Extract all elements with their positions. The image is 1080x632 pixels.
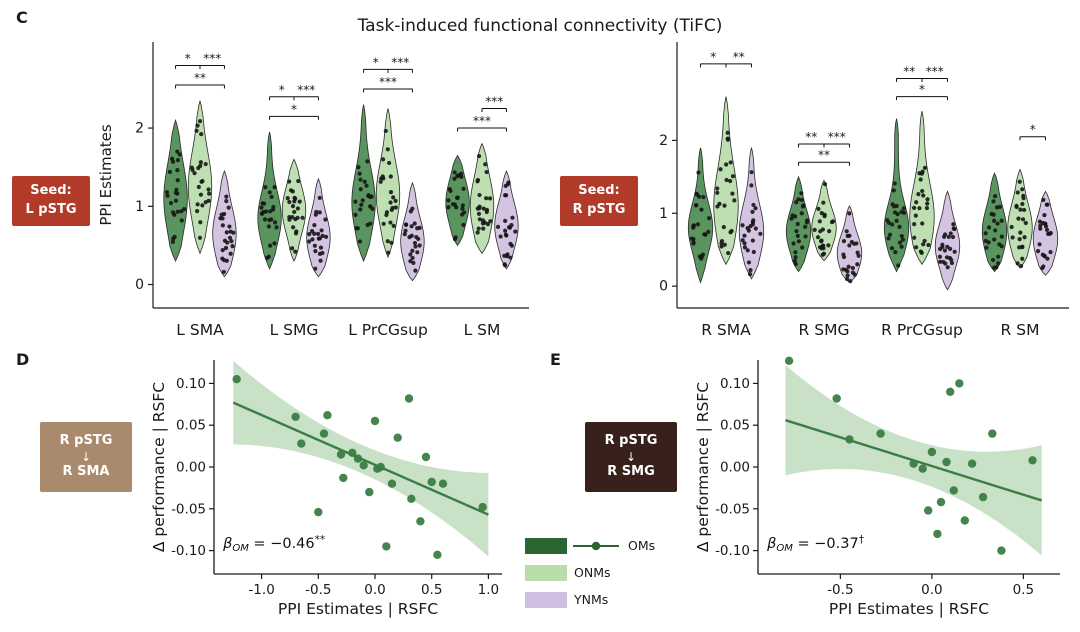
svg-text:**: ** [805, 130, 817, 144]
svg-text:Δ performance | RSFC: Δ performance | RSFC [694, 382, 712, 552]
d-box-line1: R pSTG [59, 432, 113, 448]
svg-text:*: * [373, 55, 379, 69]
svg-text:**: ** [194, 71, 206, 85]
svg-text:L SMG: L SMG [270, 321, 319, 339]
legend-label-ynms: YNMs [574, 592, 609, 607]
svg-text:0.00: 0.00 [720, 460, 750, 476]
svg-text:**: ** [903, 64, 915, 78]
legend-item-ynms: YNMs [525, 586, 655, 613]
seed-right-line2: R pSTG [572, 202, 626, 217]
svg-text:0.05: 0.05 [176, 418, 206, 434]
svg-text:0.5: 0.5 [421, 582, 442, 598]
svg-text:PPI Estimates | RSFC: PPI Estimates | RSFC [829, 600, 989, 618]
svg-text:0.05: 0.05 [720, 418, 750, 434]
svg-text:*: * [185, 51, 191, 65]
svg-text:-0.05: -0.05 [171, 501, 206, 517]
svg-text:2: 2 [659, 133, 668, 149]
svg-text:*: * [291, 102, 297, 116]
svg-text:0.00: 0.00 [176, 460, 206, 476]
svg-text:βOM = −0.37†: βOM = −0.37† [766, 534, 864, 554]
svg-text:***: *** [203, 51, 221, 65]
svg-text:L SMA: L SMA [176, 321, 224, 339]
svg-text:L SM: L SM [464, 321, 501, 339]
svg-text:0.10: 0.10 [176, 376, 206, 392]
svg-text:-0.5: -0.5 [305, 582, 331, 598]
connection-box-e: R pSTG ↓ R SMG [585, 422, 677, 492]
down-arrow-icon: ↓ [625, 449, 637, 464]
svg-text:***: *** [926, 64, 944, 78]
svg-text:0.0: 0.0 [364, 582, 385, 598]
scatter-plot-e: -0.5 0.0 0.5 0.10 0.05 0.00 -0.05 -0.10 PPI Esti… [694, 356, 1060, 618]
legend-swatch-onms [525, 564, 567, 581]
down-arrow-icon: ↓ [80, 449, 92, 464]
legend-swatch-oms [525, 537, 567, 554]
svg-text:**: ** [818, 148, 830, 162]
svg-text:-1.0: -1.0 [248, 582, 274, 598]
svg-text:-0.10: -0.10 [715, 543, 750, 559]
svg-text:0.5: 0.5 [1013, 582, 1034, 598]
panel-label-d: D [16, 350, 30, 369]
seed-box-right: Seed: R pSTG [560, 176, 638, 226]
svg-text:βOM = −0.46**: βOM = −0.46** [222, 534, 325, 554]
svg-text:***: *** [828, 130, 846, 144]
panel-label-c: C [16, 8, 28, 27]
svg-text:***: *** [485, 95, 503, 109]
svg-text:***: *** [297, 83, 315, 97]
svg-text:*: * [919, 83, 925, 97]
seed-box-left: Seed: L pSTG [12, 176, 90, 226]
svg-text:R PrCGsup: R PrCGsup [881, 321, 963, 339]
seed-left-line1: Seed: [30, 183, 72, 199]
legend-item-oms: OMs [525, 532, 655, 559]
svg-text:R SMG: R SMG [799, 321, 850, 339]
svg-text:PPI Estimates | RSFC: PPI Estimates | RSFC [278, 600, 438, 618]
svg-text:R SM: R SM [1001, 321, 1040, 339]
svg-text:1: 1 [659, 206, 668, 222]
svg-text:**: ** [733, 50, 745, 64]
svg-text:0: 0 [659, 279, 668, 295]
svg-text:R SMA: R SMA [701, 321, 751, 339]
svg-text:-0.5: -0.5 [827, 582, 853, 598]
svg-text:***: *** [379, 75, 397, 89]
svg-text:*: * [1030, 123, 1036, 137]
svg-text:***: *** [473, 114, 491, 128]
seed-left-line2: L pSTG [25, 202, 77, 217]
legend: OMs ONMs YNMs [525, 532, 655, 613]
d-box-line2: R SMA [62, 464, 110, 480]
svg-text:2: 2 [135, 121, 144, 137]
svg-text:*: * [710, 50, 716, 64]
violin-plot-left: 0 1 2 PPI Estimates L SMA L SMG L PrCGsup L SM *… [97, 42, 529, 339]
svg-text:L PrCGsup: L PrCGsup [348, 321, 428, 339]
svg-text:-0.10: -0.10 [171, 543, 206, 559]
legend-line-dot-icon [573, 541, 619, 550]
e-box-line2: R SMG [607, 464, 655, 480]
panel-label-e: E [550, 350, 561, 369]
seed-right-line1: Seed: [578, 183, 620, 199]
scatter-plot-d: -1.0 -0.5 0.0 0.5 1.0 0.10 0.05 0.00 -0.05 -0.10 P… [150, 360, 502, 618]
legend-item-onms: ONMs [525, 559, 655, 586]
svg-text:1: 1 [135, 199, 144, 215]
svg-text:0.0: 0.0 [921, 582, 942, 598]
legend-label-onms: ONMs [574, 565, 611, 580]
figure-title: Task-induced functional connectivity (Ti… [357, 16, 723, 36]
svg-text:0.10: 0.10 [720, 376, 750, 392]
legend-swatch-ynms [525, 591, 567, 608]
svg-text:-0.05: -0.05 [715, 501, 750, 517]
svg-text:0: 0 [135, 277, 144, 293]
legend-label-oms: OMs [628, 538, 656, 553]
connection-box-d: R pSTG ↓ R SMA [40, 422, 132, 492]
e-box-line1: R pSTG [604, 432, 658, 448]
svg-text:*: * [279, 83, 285, 97]
svg-text:1.0: 1.0 [478, 582, 499, 598]
svg-text:***: *** [391, 55, 409, 69]
svg-text:Δ performance | RSFC: Δ performance | RSFC [150, 382, 168, 552]
svg-text:PPI Estimates: PPI Estimates [97, 124, 115, 226]
